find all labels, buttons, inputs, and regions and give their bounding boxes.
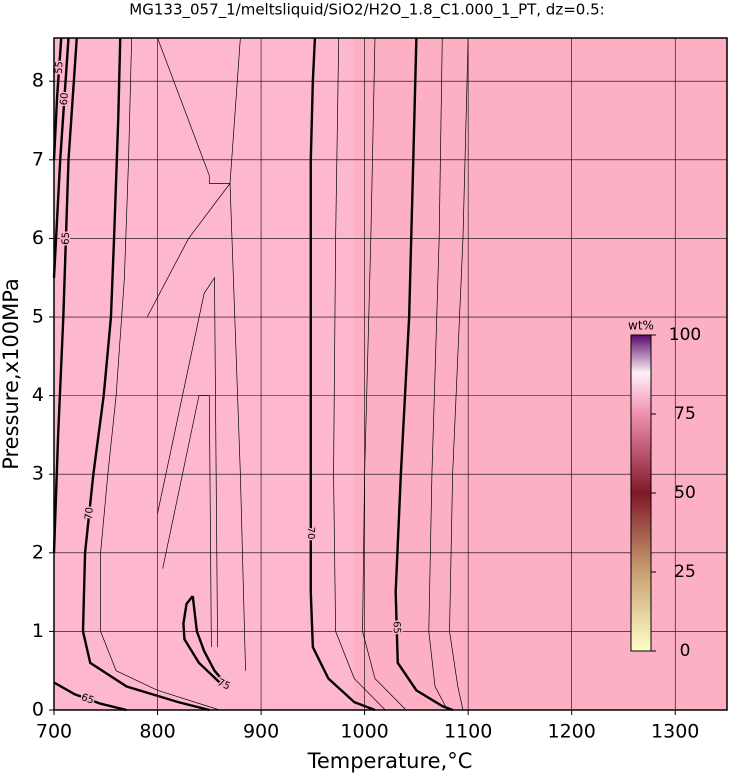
y-tick-label: 0 [32,699,44,721]
contour-line [449,37,469,711]
contour-line [157,37,241,184]
x-tick-label: 800 [139,721,175,743]
x-tick-label: 900 [243,721,279,743]
contour-line-thick [309,37,376,712]
contour-label: 65 [391,621,402,634]
colorbar-gradient [630,334,652,652]
contour-line [333,37,386,711]
contour-line-thick [53,681,127,712]
plot-shade [54,38,354,710]
y-axis-label: Pressure,x100MPa [0,278,23,470]
x-tick-label: 1200 [548,721,596,743]
contour-line [428,37,448,711]
y-tick-label: 1 [32,620,44,642]
y-tick-label: 2 [32,541,44,563]
x-tick-label: 700 [36,721,72,743]
y-tick-label: 7 [32,148,44,170]
contour-line-thick [52,37,63,160]
y-tick-label: 8 [32,70,44,92]
x-tick-label: 1300 [651,721,699,743]
colorbar-label: wt% [628,319,654,333]
contour-label: 60 [59,92,71,105]
x-axis-label: Temperature,°C [307,749,473,773]
contour-line-thick [52,37,78,553]
colorbar-tick-label: 0 [680,641,691,661]
contour-label: 55 [54,61,66,74]
y-tick-label: 5 [32,306,44,328]
contour-line [162,395,212,648]
contour-label: 65 [61,232,72,245]
contour-line-thick [182,595,229,688]
contour-label: 70 [305,527,316,540]
y-tick-label: 3 [32,463,44,485]
colorbar-tick-label: 25 [674,562,696,582]
contour-line-thick [394,37,454,712]
contour-line [157,276,218,648]
contour-line-thick [52,37,70,278]
x-tick-label: 1000 [340,721,388,743]
x-tick-label: 1100 [444,721,492,743]
plot-frame [53,37,728,711]
colorbar-tick-label: 75 [674,404,696,424]
y-tick-label: 4 [32,384,44,406]
contour-line-thick [81,37,210,712]
contour-line [100,37,220,711]
colorbar-tick-label: 50 [674,483,696,503]
contour-line [146,182,246,671]
contour-line [362,37,407,711]
colorbar-tick-label: 100 [669,325,701,345]
colorbar: wt% 0 25 50 75 100 [628,319,701,662]
y-tick-label: 6 [32,227,44,249]
contour-label: 70 [84,507,96,521]
chart-title: MG133_057_1/meltsliquid/SiO2/H2O_1.8_C1.… [129,1,604,20]
